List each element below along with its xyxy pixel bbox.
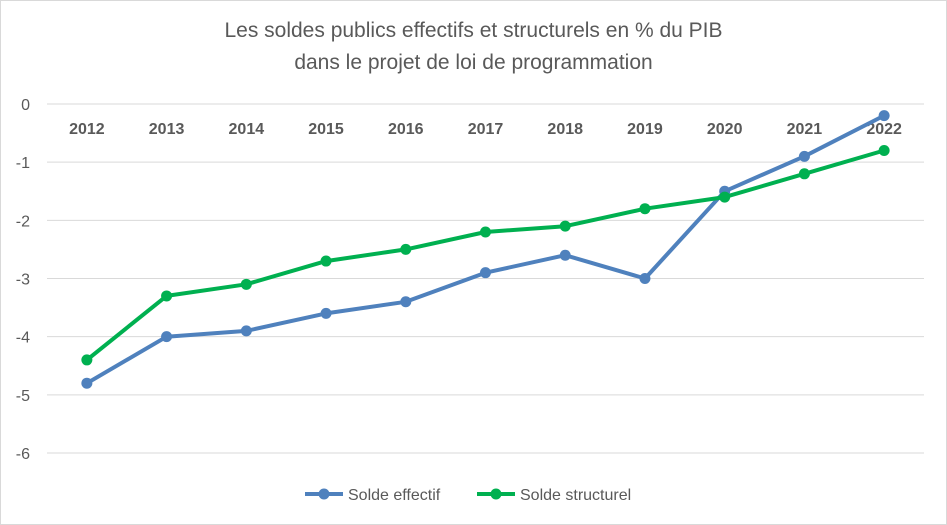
series-1 <box>81 110 890 389</box>
x-tick-label: 2019 <box>627 121 663 138</box>
data-point <box>559 220 571 232</box>
x-tick-label: 2013 <box>149 121 185 138</box>
y-tick-label: -2 <box>16 213 30 230</box>
legend: Solde effectif Solde structurel <box>305 487 631 504</box>
y-tick-label: -1 <box>16 155 30 172</box>
legend-item: Solde effectif <box>305 487 441 504</box>
data-point <box>798 150 810 162</box>
data-point <box>320 255 332 267</box>
series-lines <box>81 110 890 389</box>
legend-marker <box>318 488 330 500</box>
legend-marker <box>490 488 502 500</box>
data-point <box>639 273 651 284</box>
data-point <box>400 243 412 255</box>
y-tick-label: -4 <box>16 330 30 347</box>
data-point <box>161 331 173 343</box>
chart-title-line-1: Les soldes publics effectifs et structur… <box>224 19 723 42</box>
x-tick-label: 2012 <box>69 121 105 138</box>
x-tick-label: 2014 <box>229 121 265 138</box>
data-point <box>320 307 332 319</box>
series-line <box>85 148 885 362</box>
y-tick-label: -6 <box>16 446 30 463</box>
legend-label: Solde effectif <box>348 487 441 504</box>
data-point <box>240 325 252 337</box>
data-point <box>161 290 173 302</box>
data-point <box>878 110 890 122</box>
data-point <box>81 377 93 389</box>
x-tick-label: 2021 <box>787 121 823 138</box>
y-tick-label: 0 <box>21 97 30 114</box>
x-tick-label: 2017 <box>468 121 504 138</box>
data-point <box>719 191 731 203</box>
data-point <box>878 145 890 157</box>
data-point <box>639 203 651 215</box>
data-point <box>480 226 491 238</box>
x-tick-label: 2022 <box>866 121 902 138</box>
x-tick-label: 2020 <box>707 121 743 138</box>
series-line <box>85 113 886 385</box>
y-tick-label: -3 <box>16 272 30 289</box>
x-tick-label: 2015 <box>308 121 344 138</box>
y-axis-tick-labels: 0 -1 -2 -3 -4 -5 -6 <box>16 97 30 463</box>
data-point <box>240 278 252 290</box>
data-point <box>81 354 93 366</box>
y-tick-label: -5 <box>16 388 30 405</box>
x-tick-label: 2016 <box>388 121 424 138</box>
chart-title-line-2: dans le projet de loi de programmation <box>294 51 653 74</box>
legend-item: Solde structurel <box>477 487 631 504</box>
legend-label: Solde structurel <box>520 487 631 504</box>
data-point <box>400 296 412 308</box>
data-point <box>480 267 491 279</box>
data-point <box>798 168 810 180</box>
x-axis-tick-labels: 2012 2013 2014 2015 2016 2017 2018 2019 2020 2021… <box>69 121 902 138</box>
series-2 <box>81 145 890 366</box>
gridlines <box>47 103 924 454</box>
data-point <box>559 249 571 261</box>
x-tick-label: 2018 <box>547 121 583 138</box>
